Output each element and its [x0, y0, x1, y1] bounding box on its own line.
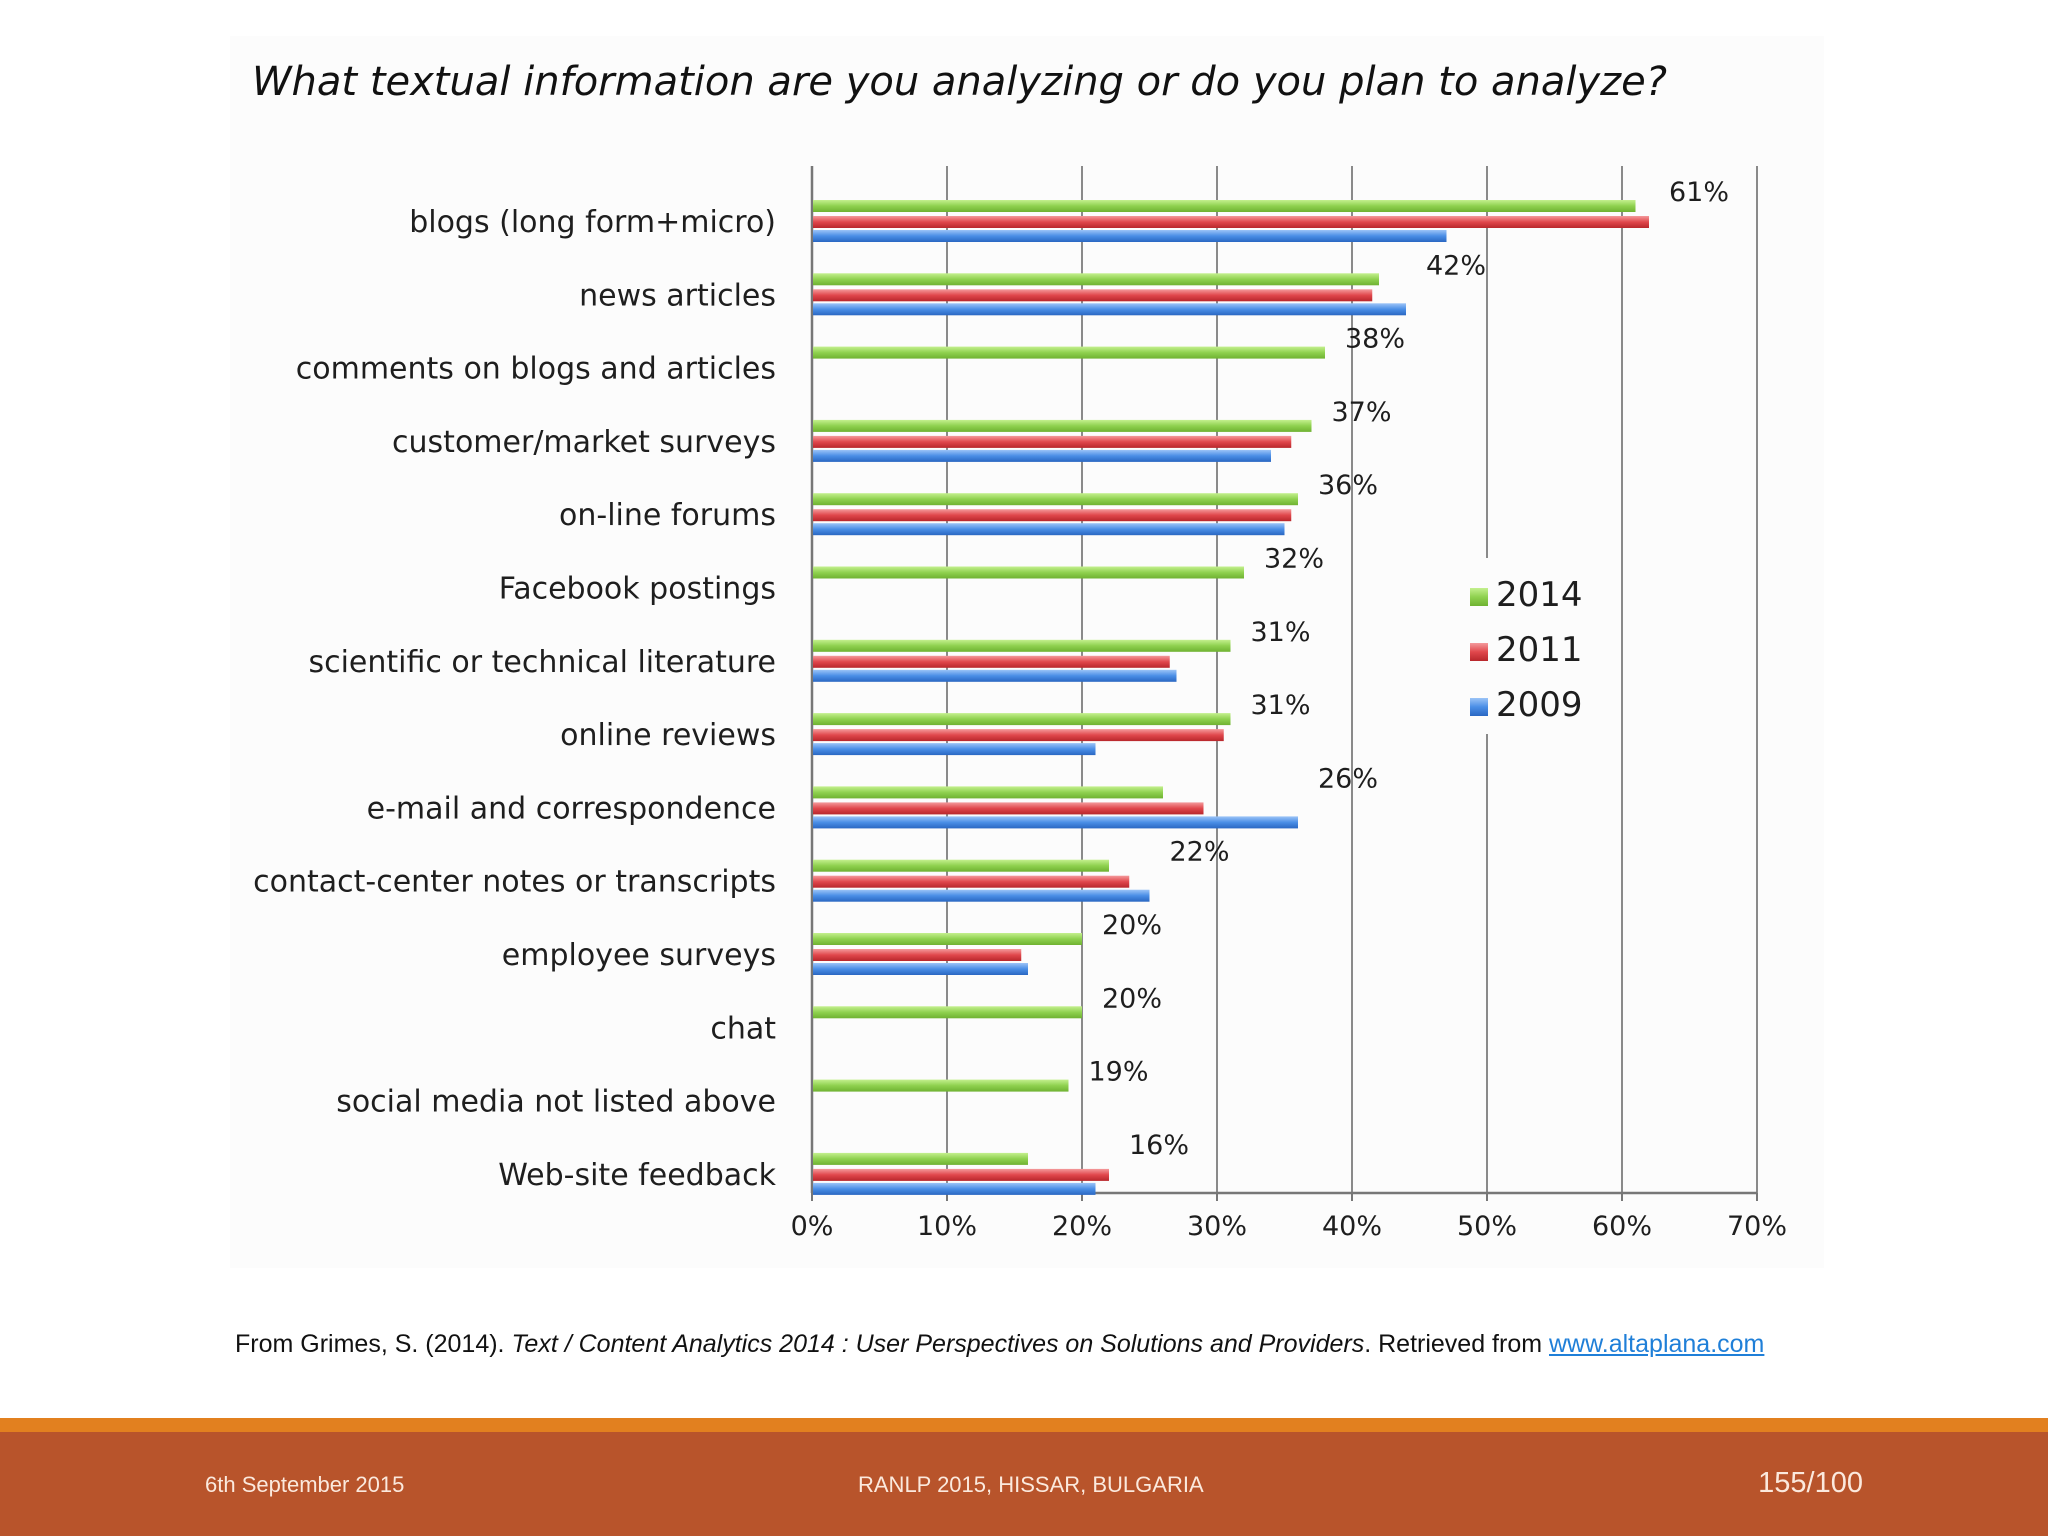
bar-2014 — [813, 493, 1298, 506]
bar-2014 — [813, 200, 1636, 212]
category-label: comments on blogs and articles — [296, 352, 776, 387]
data-label: 31% — [1251, 617, 1311, 648]
data-label: 19% — [1089, 1057, 1149, 1088]
bar-2009 — [813, 743, 1096, 756]
bar-2011 — [813, 875, 1130, 888]
bar-2009 — [813, 523, 1285, 536]
bar-2014 — [813, 566, 1244, 579]
bar-2014 — [813, 859, 1109, 872]
bar-2014 — [813, 273, 1379, 286]
bar-2009 — [813, 1182, 1096, 1195]
data-label: 37% — [1332, 397, 1392, 428]
bar-2009 — [813, 669, 1177, 682]
bar-2009 — [813, 963, 1028, 975]
data-label: 36% — [1318, 470, 1378, 501]
bar-2014 — [813, 933, 1082, 945]
bar-2011 — [813, 289, 1373, 302]
bar-2014 — [813, 1152, 1028, 1165]
x-tick-label: 40% — [1322, 1211, 1382, 1242]
bar-2009 — [813, 303, 1406, 316]
legend-label: 2011 — [1496, 630, 1583, 670]
bar-2011 — [813, 655, 1170, 668]
category-label: Facebook postings — [499, 572, 776, 607]
category-label: e-mail and correspondence — [367, 791, 776, 826]
citation-title: Text / Content Analytics 2014 : User Per… — [511, 1330, 1365, 1358]
category-label: customer/market surveys — [392, 425, 776, 460]
legend-swatch-2009 — [1470, 698, 1488, 716]
legend-label: 2014 — [1496, 575, 1583, 615]
category-label: chat — [710, 1011, 776, 1046]
footer-conference: RANLP 2015, HISSAR, BULGARIA — [858, 1472, 1204, 1497]
category-label: on-line forums — [559, 498, 776, 533]
bar-2014 — [813, 1079, 1069, 1092]
bar-2009 — [813, 449, 1271, 462]
x-tick-label: 30% — [1187, 1211, 1247, 1242]
bar-2014 — [813, 713, 1231, 726]
bar-2014 — [813, 1006, 1082, 1019]
legend-swatch-2011 — [1470, 643, 1488, 661]
bar-2011 — [813, 802, 1204, 815]
slide-number: 155/100 — [1758, 1467, 1863, 1499]
bar-2009 — [813, 889, 1150, 902]
chart-title: What textual information are you analyzi… — [252, 59, 1667, 105]
x-tick-label: 60% — [1592, 1211, 1652, 1242]
x-tick-label: 20% — [1052, 1211, 1112, 1242]
bar-2014 — [813, 346, 1325, 359]
category-label: employee surveys — [502, 938, 776, 973]
x-tick-label: 50% — [1457, 1211, 1517, 1242]
category-label: online reviews — [560, 718, 776, 753]
bar-2011 — [813, 1168, 1109, 1181]
x-tick-label: 10% — [917, 1211, 977, 1242]
data-label: 22% — [1170, 837, 1230, 868]
category-label: social media not listed above — [336, 1085, 776, 1120]
bar-2011 — [813, 949, 1022, 961]
slide-footer: 6th September 2015 RANLP 2015, HISSAR, B… — [0, 1432, 2048, 1536]
data-label: 26% — [1318, 763, 1378, 794]
bar-2014 — [813, 639, 1231, 652]
bar-2011 — [813, 216, 1649, 228]
data-label: 20% — [1102, 910, 1162, 941]
category-label: blogs (long form+micro) — [409, 205, 776, 240]
citation-suffix: . Retrieved from — [1364, 1330, 1549, 1358]
bar-2014 — [813, 786, 1163, 799]
category-label: Web-site feedback — [498, 1158, 776, 1193]
x-tick-label: 70% — [1727, 1211, 1787, 1242]
legend-label: 2009 — [1496, 685, 1583, 725]
data-label: 20% — [1102, 983, 1162, 1014]
chart-panel: What textual information are you analyzi… — [230, 36, 1824, 1268]
bar-chart: What textual information are you analyzi… — [252, 59, 1787, 1242]
footer-date: 6th September 2015 — [205, 1472, 405, 1497]
bar-2011 — [813, 729, 1224, 742]
legend-swatch-2014 — [1470, 588, 1488, 606]
data-label: 38% — [1345, 324, 1405, 355]
bar-2014 — [813, 419, 1312, 432]
bar-2011 — [813, 435, 1292, 448]
source-citation: From Grimes, S. (2014). Text / Content A… — [235, 1330, 1835, 1359]
data-label: 42% — [1426, 250, 1486, 281]
data-label: 31% — [1251, 690, 1311, 721]
citation-prefix: From Grimes, S. (2014). — [235, 1330, 512, 1358]
bar-2009 — [813, 816, 1298, 829]
citation-link[interactable]: www.altaplana.com — [1549, 1330, 1765, 1358]
data-label: 61% — [1669, 177, 1729, 208]
footer-accent-stripe — [0, 1418, 2048, 1432]
category-label: news articles — [579, 278, 776, 313]
data-label: 16% — [1129, 1130, 1189, 1161]
bar-2009 — [813, 230, 1447, 242]
x-tick-label: 0% — [791, 1211, 834, 1242]
category-label: scientific or technical literature — [308, 645, 776, 680]
data-label: 32% — [1264, 544, 1324, 575]
category-label: contact-center notes or transcripts — [253, 865, 776, 900]
bar-2011 — [813, 509, 1292, 522]
